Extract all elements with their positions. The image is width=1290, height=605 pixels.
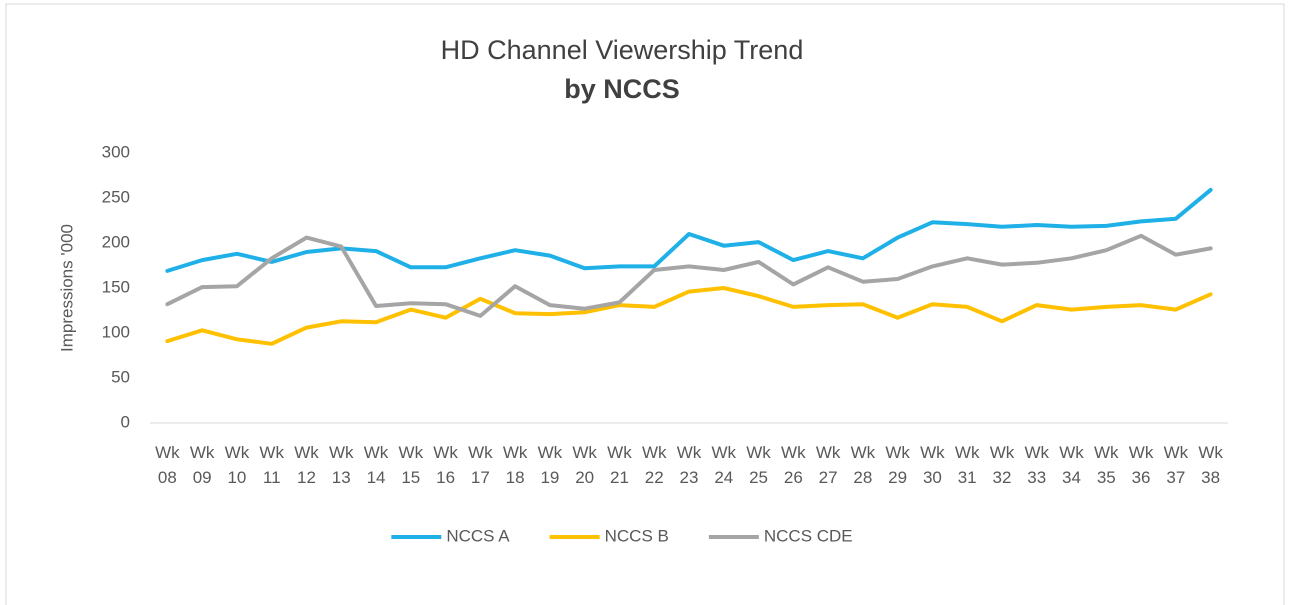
- x-tick-label: Wk 17: [468, 443, 493, 487]
- legend-label: NCCS CDE: [764, 526, 853, 545]
- x-tick-label: Wk 15: [399, 443, 424, 487]
- x-tick-label: Wk 24: [712, 443, 737, 487]
- x-tick-label: Wk 28: [851, 443, 876, 487]
- x-tick-label: Wk 13: [329, 443, 354, 487]
- x-tick-label: Wk 11: [259, 443, 284, 487]
- x-tick-label: Wk 35: [1094, 443, 1119, 487]
- chart-title: HD Channel Viewership Trend: [441, 35, 804, 65]
- chart-subtitle: by NCCS: [564, 74, 680, 104]
- series-line: [165, 233, 1213, 318]
- x-tick-label: Wk 18: [503, 443, 528, 487]
- x-tick-label: Wk 23: [677, 443, 702, 487]
- x-tick-label: Wk 26: [781, 443, 806, 487]
- x-tick-label: Wk 38: [1198, 443, 1223, 487]
- y-tick-label: 250: [102, 187, 130, 206]
- x-tick-label: Wk 14: [364, 443, 389, 487]
- x-tick-label: Wk 29: [885, 443, 910, 487]
- y-tick-label: 200: [102, 232, 130, 251]
- legend-label: NCCS B: [605, 526, 669, 545]
- y-tick-label: 300: [102, 142, 130, 161]
- y-tick-label: 0: [121, 412, 130, 431]
- x-tick-label: Wk 36: [1129, 443, 1154, 487]
- x-tick-label: Wk 08: [155, 443, 180, 487]
- y-tick-label: 50: [111, 367, 130, 386]
- x-tick-label: Wk 25: [746, 443, 771, 487]
- x-tick-label: Wk 21: [607, 443, 632, 487]
- x-tick-label: Wk 31: [955, 443, 980, 487]
- x-tick-label: Wk 27: [816, 443, 841, 487]
- x-tick-label: Wk 33: [1024, 443, 1049, 487]
- x-tick-label: Wk 09: [190, 443, 215, 487]
- legend-label: NCCS A: [446, 526, 510, 545]
- x-tick-label: Wk 30: [920, 443, 945, 487]
- x-tick-label: Wk 37: [1164, 443, 1189, 487]
- x-tick-label: Wk 20: [572, 443, 597, 487]
- series-line: [165, 286, 1213, 346]
- x-tick-label: Wk 32: [990, 443, 1015, 487]
- x-tick-label: Wk 16: [433, 443, 458, 487]
- x-tick-label: Wk 34: [1059, 443, 1084, 487]
- x-tick-label: Wk 10: [225, 443, 250, 487]
- y-tick-label: 150: [102, 277, 130, 296]
- y-axis-label: Impressions '000: [57, 224, 76, 352]
- x-tick-label: Wk 22: [642, 443, 667, 487]
- x-tick-label: Wk 19: [538, 443, 563, 487]
- y-tick-label: 100: [102, 322, 130, 341]
- x-tick-label: Wk 12: [294, 443, 319, 487]
